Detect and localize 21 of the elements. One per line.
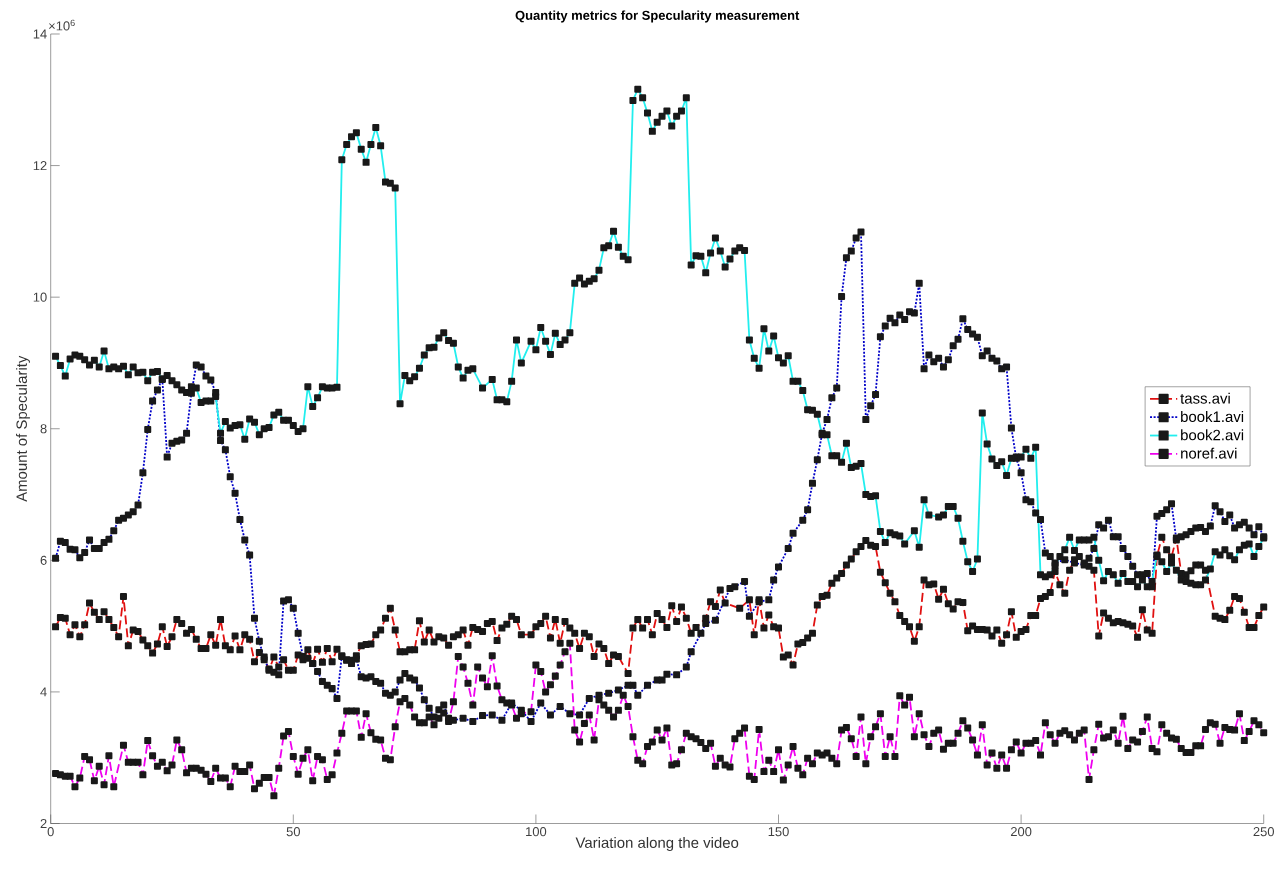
legend-label: book1.avi [1181, 411, 1244, 423]
y-tick-label: 10 [33, 292, 47, 302]
x-tick-label: 250 [1253, 827, 1274, 837]
legend-label: noref.avi [1181, 447, 1237, 459]
x-tick-label: 0 [47, 827, 54, 837]
chart-title: Quantity metrics for Specularity measurement [515, 10, 800, 23]
y-axis-title: Amount of Specularity [16, 355, 30, 502]
x-tick-label: 200 [1010, 827, 1032, 837]
y-tick-label: 4 [40, 687, 47, 697]
legend-label: tass.avi [1180, 392, 1230, 404]
x-tick-label: 150 [768, 827, 789, 837]
y-tick-label: 8 [40, 424, 47, 434]
text: ×10$^{6}$ [49, 19, 75, 31]
y-tick-label: 12 [33, 161, 47, 171]
x-tick-label: 50 [286, 827, 300, 837]
legend-label: book2.avi [1181, 429, 1244, 441]
x-tick-label: 100 [526, 827, 547, 837]
y-tick-label: 6 [40, 555, 47, 565]
x-axis-title: Variation along the video [575, 837, 739, 851]
y-tick-label: 2 [40, 818, 47, 829]
y-tick-label: 14 [33, 29, 47, 39]
